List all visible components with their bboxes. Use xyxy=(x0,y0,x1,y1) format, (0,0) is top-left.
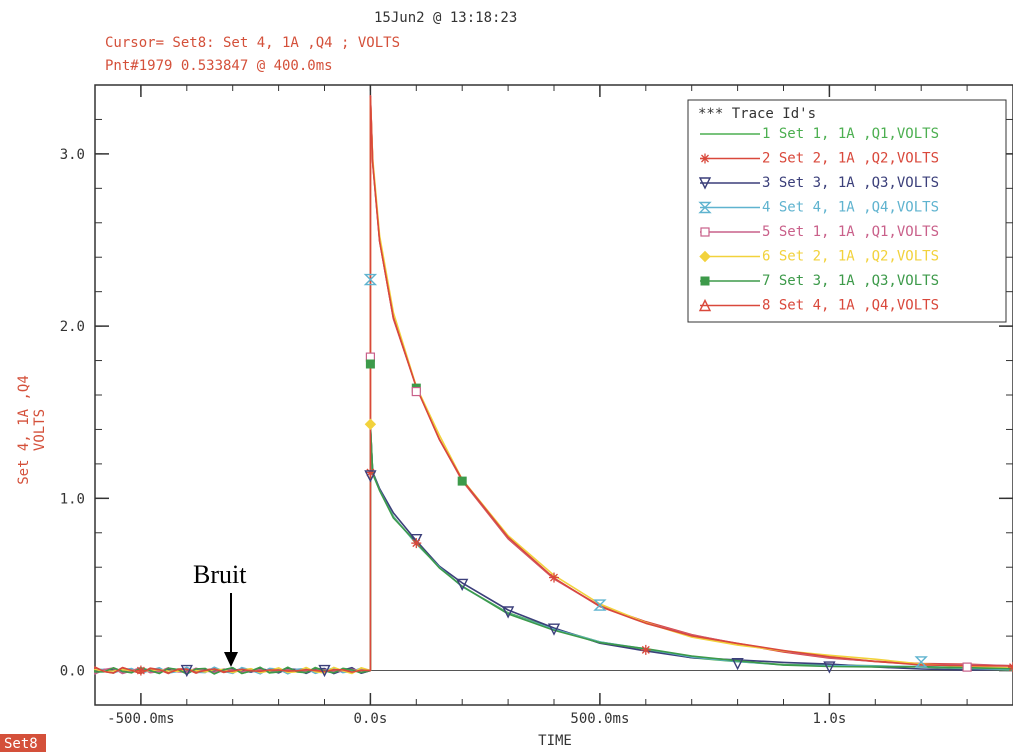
legend-marker-6 xyxy=(699,250,711,263)
series-line-8 xyxy=(94,95,1013,674)
annotation-bruit: Bruit xyxy=(193,560,247,589)
y-tick-label-2: 2.0 xyxy=(60,319,85,335)
marker-series-7-3 xyxy=(365,359,375,369)
legend-marker-7 xyxy=(700,276,710,286)
marker-series-3-26 xyxy=(180,664,193,678)
series-line-1 xyxy=(94,423,1013,675)
marker-series-3-14 xyxy=(410,533,423,547)
legend-entry-4: 4 Set 4, 1A ,Q4,VOLTS xyxy=(762,200,939,216)
series-markers xyxy=(135,273,1013,678)
marker-series-5-8 xyxy=(411,386,421,397)
legend-box xyxy=(687,99,1007,323)
marker-series-2-24 xyxy=(1008,662,1013,673)
marker-series-2-12 xyxy=(549,572,559,583)
annotation-arrow-head xyxy=(224,652,238,667)
y-axis-label: Set 4, 1A ,Q4 VOLTS xyxy=(16,375,48,485)
marker-series-7-9 xyxy=(457,476,467,486)
series-lines xyxy=(94,95,1013,675)
legend-entry-8: 8 Set 4, 1A ,Q4,VOLTS xyxy=(762,298,939,314)
legend-entry-5: 5 Set 1, 1A ,Q1,VOLTS xyxy=(762,224,939,240)
x-tick-label-3: 1.0s xyxy=(813,711,847,727)
legend-marker-4 xyxy=(698,201,712,214)
legend: *** Trace Id's 1 Set 1, 1A ,Q1,VOLTS 2 Se… xyxy=(687,99,1007,323)
series-line-3 xyxy=(94,425,1013,675)
header-point: Pnt#1979 0.533847 @ 400.0ms xyxy=(105,58,333,74)
marker-series-2-19 xyxy=(640,644,651,655)
marker-series-4-22 xyxy=(914,656,928,668)
legend-marker-3 xyxy=(698,177,712,190)
marker-series-3-17 xyxy=(501,606,515,619)
set-badge: Set8 xyxy=(4,736,38,752)
series-line-4 xyxy=(94,423,1013,675)
legend-entry-2: 2 Set 2, 1A ,Q2,VOLTS xyxy=(762,151,939,167)
y-tick-label-1: 1.0 xyxy=(60,491,85,507)
legend-entry-1: 1 Set 1, 1A ,Q1,VOLTS xyxy=(762,126,939,142)
header-cursor: Cursor= Set8: Set 4, 1A ,Q4 ; VOLTS xyxy=(105,35,400,51)
marker-series-4-1 xyxy=(363,273,378,286)
header-timestamp: 15Jun2 @ 13:18:23 xyxy=(374,10,517,26)
set-badge-bg xyxy=(0,734,46,752)
legend-title: *** Trace Id's xyxy=(698,106,816,122)
x-tick-label-2: 500.0ms xyxy=(570,711,629,727)
marker-series-2-15 xyxy=(411,538,422,549)
marker-series-3-21 xyxy=(823,661,836,674)
axis-ticks: -500.0ms 0.0s 500.0ms 1.0s 0.0 1.0 2.0 3.0 xyxy=(60,84,1013,727)
y-tick-label-3: 3.0 xyxy=(60,147,85,163)
legend-entry-7: 7 Set 3, 1A ,Q3,VOLTS xyxy=(762,273,939,289)
y-tick-label-0: 0.0 xyxy=(60,664,85,680)
legend-entry-3: 3 Set 3, 1A ,Q3,VOLTS xyxy=(762,175,939,191)
legend-marker-8 xyxy=(698,298,712,312)
marker-series-3-18 xyxy=(547,623,561,636)
legend-marker-2 xyxy=(700,153,710,164)
legend-entry-6: 6 Set 2, 1A ,Q2,VOLTS xyxy=(762,249,939,265)
y-axis-label-line1: Set 4, 1A ,Q4 xyxy=(16,375,32,485)
marker-series-3-16 xyxy=(456,578,469,592)
marker-series-3-20 xyxy=(731,657,744,671)
x-tick-label-1: 0.0s xyxy=(354,711,388,727)
marker-series-2-25 xyxy=(135,665,146,676)
y-axis-label-line2: VOLTS xyxy=(32,409,48,451)
marker-series-4-13 xyxy=(593,599,607,611)
marker-series-3-6 xyxy=(364,470,377,483)
marker-series-5-23 xyxy=(962,662,972,672)
x-axis-label: TIME xyxy=(538,733,572,749)
legend-marker-5 xyxy=(700,227,710,237)
x-tick-label-0: -500.0ms xyxy=(107,711,174,727)
marker-series-3-29 xyxy=(318,664,331,678)
series-line-7 xyxy=(94,423,1013,675)
marker-series-6-4 xyxy=(364,418,377,430)
